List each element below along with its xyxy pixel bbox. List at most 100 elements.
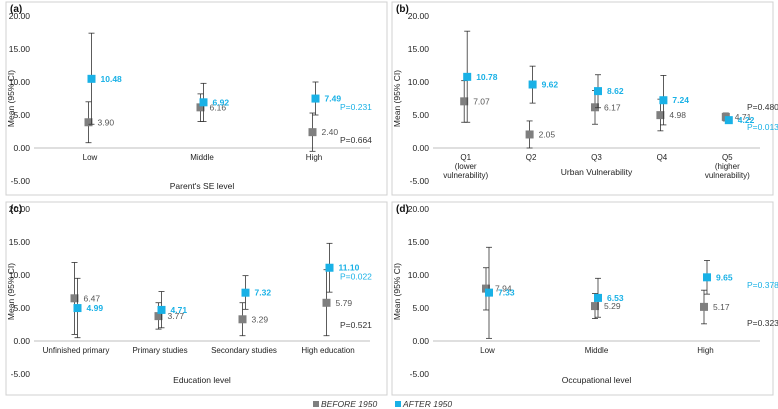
before-1950-value-label: 7.07 xyxy=(473,96,490,106)
before-1950-value-label: 6.17 xyxy=(604,102,621,112)
after-1950-value-label: 4.22 xyxy=(738,115,755,125)
before-1950-value-label: 5.79 xyxy=(336,298,353,308)
after-1950-point xyxy=(594,87,602,96)
after-1950-point xyxy=(703,273,711,282)
x-tick-label: Q3 xyxy=(591,153,602,162)
x-tick-label: High xyxy=(306,153,322,162)
panel-letter: (b) xyxy=(396,4,409,15)
after-1950-point xyxy=(528,80,537,89)
y-tick-label: 15.00 xyxy=(408,237,430,247)
after-1950-legend-swatch xyxy=(395,401,401,407)
after-1950-value-label: 6.92 xyxy=(213,97,230,107)
y-tick-label: 0.00 xyxy=(13,143,30,153)
panel-b: (b) -5.00 0.00 5.00 10.00 15.00 20.00 Mean (95%… xyxy=(391,1,778,196)
before-1950-value-label: 4.71 xyxy=(735,112,752,122)
after-1950-point xyxy=(659,96,668,105)
x-tick-label: Unfinished primary xyxy=(43,346,110,355)
after-1950-value-label: 6.53 xyxy=(607,293,624,303)
after-1950-value-label: 9.65 xyxy=(716,272,733,282)
before-1950-point xyxy=(460,97,469,106)
y-tick-label: 15.00 xyxy=(408,44,430,54)
x-tick-label: Q5 xyxy=(722,153,733,162)
x-tick-label: Middle xyxy=(190,153,214,162)
x-tick-label: Primary studies xyxy=(132,346,187,355)
y-tick-label: 5.00 xyxy=(13,110,30,120)
x-tick-label: (higher xyxy=(715,162,740,171)
after-1950-value-label: 7.49 xyxy=(325,94,342,104)
after-1950-p-value: P=0.013 xyxy=(747,122,778,132)
before-1950-point xyxy=(322,298,331,307)
y-tick-label: 5.00 xyxy=(412,110,429,120)
x-axis-title: Occupational level xyxy=(562,375,632,385)
after-1950-value-label: 4.71 xyxy=(171,305,188,315)
before-1950-legend-swatch xyxy=(313,401,319,407)
x-tick-label: Low xyxy=(83,153,98,162)
panel-letter: (a) xyxy=(10,4,22,15)
before-1950-point xyxy=(656,111,665,120)
after-1950-point xyxy=(463,72,472,81)
after-1950-point xyxy=(73,304,82,313)
before-1950-value-label: 6.47 xyxy=(84,293,101,303)
before-1950-point xyxy=(700,302,708,311)
before-1950-value-label: 2.40 xyxy=(322,127,339,137)
before-1950-value-label: 3.90 xyxy=(98,117,115,127)
y-tick-label: 0.00 xyxy=(412,336,429,346)
before-1950-point xyxy=(308,128,317,137)
after-1950-value-label: 11.10 xyxy=(339,263,360,273)
before-1950-value-label: 5.17 xyxy=(713,302,730,312)
y-tick-label: 20.00 xyxy=(9,204,31,214)
y-tick-label: 5.00 xyxy=(412,303,429,313)
x-axis-title: Parent's SE level xyxy=(170,181,235,191)
x-tick-label: Middle xyxy=(585,346,609,355)
x-tick-label: High xyxy=(697,346,713,355)
after-1950-value-label: 7.33 xyxy=(498,288,515,298)
y-tick-label: 10.00 xyxy=(408,270,430,280)
before-1950-value-label: 5.29 xyxy=(604,301,621,311)
panel-frame xyxy=(5,1,388,196)
after-1950-p-value: P=0.231 xyxy=(340,102,372,112)
after-1950-point xyxy=(199,98,208,107)
after-1950-value-label: 4.99 xyxy=(87,303,104,313)
x-axis-title: Education level xyxy=(173,375,231,385)
y-tick-label: 15.00 xyxy=(9,44,31,54)
after-1950-point xyxy=(325,263,334,272)
x-tick-label: High education xyxy=(301,346,354,355)
before-1950-point xyxy=(196,103,205,112)
after-1950-point xyxy=(311,94,320,103)
y-tick-label: 0.00 xyxy=(13,336,30,346)
panel-d: (d) -5.00 0.00 5.00 10.00 15.00 20.00 Mean (95%… xyxy=(391,201,778,396)
x-tick-label: Q4 xyxy=(657,153,668,162)
before-1950-point xyxy=(70,294,79,303)
y-tick-label: -5.00 xyxy=(410,176,430,186)
legend: BEFORE 1950 AFTER 1950 xyxy=(313,399,452,409)
panel-letter: (c) xyxy=(10,204,22,215)
panel-frame xyxy=(5,201,388,396)
x-tick-label: Low xyxy=(480,346,495,355)
panel-frame xyxy=(391,1,774,196)
y-tick-label: 10.00 xyxy=(9,77,31,87)
after-1950-value-label: 9.62 xyxy=(542,80,559,90)
after-1950-p-value: P=0.022 xyxy=(340,271,372,281)
y-tick-label: 20.00 xyxy=(408,204,430,214)
y-tick-label: 10.00 xyxy=(9,270,31,280)
x-tick-label: Q1 xyxy=(460,153,471,162)
x-tick-label: (lower xyxy=(455,162,477,171)
before-1950-p-value: P=0.664 xyxy=(340,135,372,145)
after-1950-point xyxy=(87,74,96,83)
y-tick-label: 5.00 xyxy=(13,303,30,313)
after-1950-point xyxy=(594,293,602,302)
y-tick-label: 20.00 xyxy=(9,11,31,21)
after-1950-point xyxy=(724,116,733,125)
after-1950-point xyxy=(157,305,166,314)
y-tick-label: -5.00 xyxy=(11,176,31,186)
after-1950-point xyxy=(241,288,250,297)
before-1950-point xyxy=(482,284,490,293)
y-tick-label: 15.00 xyxy=(9,237,31,247)
before-1950-p-value: P=0.480 xyxy=(747,102,778,112)
before-1950-point xyxy=(591,302,599,311)
before-1950-value-label: 3.29 xyxy=(252,314,269,324)
x-tick-label: Secondary studies xyxy=(211,346,277,355)
before-1950-value-label: 2.05 xyxy=(539,129,556,139)
y-tick-label: 10.00 xyxy=(408,77,430,87)
y-tick-label: -5.00 xyxy=(11,369,31,379)
